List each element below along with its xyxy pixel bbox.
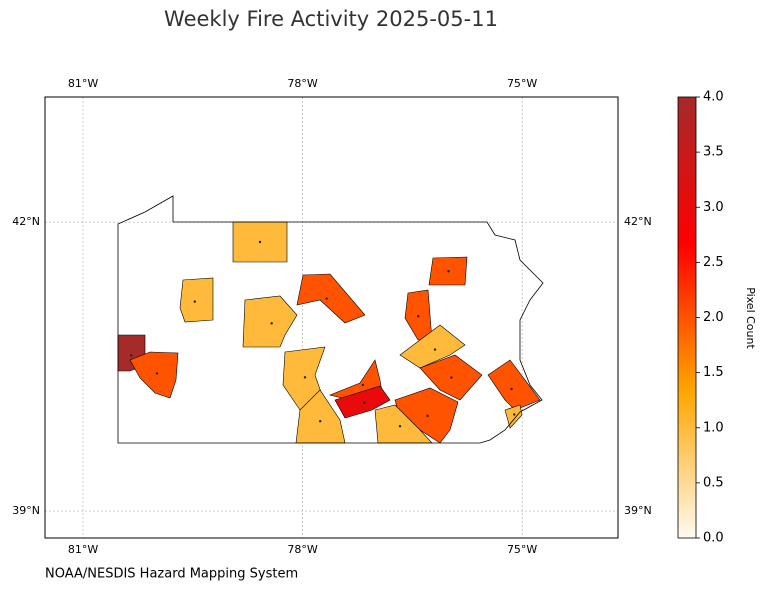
fire-dot <box>303 376 307 379</box>
x-tick-label: 75°W <box>507 543 537 556</box>
fire-dot <box>510 387 513 391</box>
county <box>129 351 179 399</box>
county <box>242 295 298 348</box>
source-note: NOAA/NESDIS Hazard Mapping System <box>45 567 298 582</box>
county <box>179 277 214 323</box>
fire-dot <box>447 270 450 273</box>
colorbar-label: Pixel Count <box>744 287 757 349</box>
map-frame-bg <box>45 97 618 538</box>
fire-dot <box>270 322 273 325</box>
fire-dot <box>417 315 420 318</box>
x-tick-label: 81°W <box>68 543 98 556</box>
x-tick-label: 78°W <box>287 543 317 556</box>
fire-dot <box>258 240 262 244</box>
y-tick-label: 42°N <box>12 215 40 228</box>
county <box>504 404 523 429</box>
county <box>399 324 466 369</box>
fire-dot <box>319 420 322 423</box>
county <box>295 389 346 444</box>
county <box>487 359 541 411</box>
fire-dot <box>363 401 366 404</box>
fire-dot <box>130 354 133 357</box>
colorbar-tick-label: 3.0 <box>703 200 724 215</box>
county <box>296 273 366 324</box>
county <box>374 404 433 444</box>
fire-dot <box>398 425 402 428</box>
colorbar <box>677 96 697 539</box>
fire-dot <box>426 414 429 418</box>
y-tick-label: 39°N <box>624 504 652 517</box>
fire-dot <box>361 383 365 387</box>
colorbar-tick-label: 4.0 <box>703 90 724 105</box>
colorbar-tick-label: 0.0 <box>703 531 724 546</box>
colorbar-tick-label: 0.5 <box>703 475 724 490</box>
x-tick-label: 81°W <box>68 77 98 90</box>
fire-dot <box>325 297 328 300</box>
x-tick-label: 75°W <box>507 77 537 90</box>
fire-dot <box>155 372 159 375</box>
colorbar-tick-label: 1.0 <box>703 420 724 435</box>
county <box>334 385 391 419</box>
fire-dot <box>450 376 453 379</box>
fire-dot <box>193 300 196 303</box>
y-tick-label: 39°N <box>12 504 40 517</box>
colorbar-tick-label: 3.5 <box>703 145 724 160</box>
map-frame <box>44 96 619 539</box>
colorbar-tick-label: 2.0 <box>703 310 724 325</box>
state-outline <box>117 195 544 444</box>
x-tick-label: 78°W <box>287 77 317 90</box>
colorbar-tick-label: 2.5 <box>703 255 724 270</box>
y-tick-label: 42°N <box>624 215 652 228</box>
fire-dot <box>433 348 437 351</box>
map-title: Weekly Fire Activity 2025-05-11 <box>164 7 498 31</box>
colorbar-tick-label: 1.5 <box>703 365 724 380</box>
fire-dot <box>513 413 516 416</box>
